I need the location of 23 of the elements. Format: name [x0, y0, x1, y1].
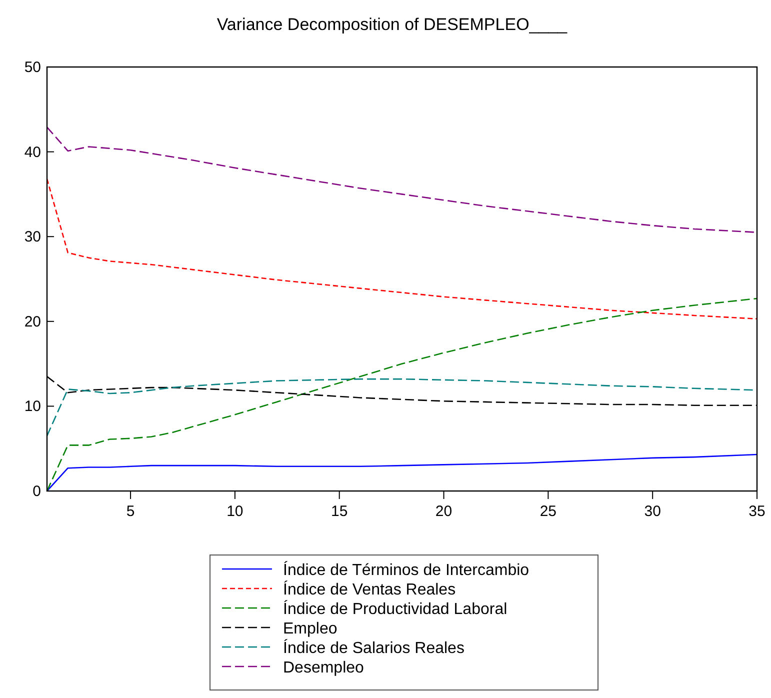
line-series [46, 178, 758, 320]
line-series [46, 298, 758, 492]
legend-label: Desempleo [283, 660, 364, 676]
y-tick-label: 40 [24, 144, 41, 161]
chart-title: Variance Decomposition of DESEMPLEO____ [216, 15, 568, 34]
legend-label: Índice de Salarios Reales [283, 639, 464, 657]
legend-label: Empleo [283, 620, 338, 638]
line-series [46, 454, 758, 492]
y-tick-label: 30 [24, 228, 41, 246]
y-tick-label: 50 [24, 59, 41, 76]
x-tick-label: 25 [540, 503, 557, 520]
legend-label: Índice de Términos de Intercambio [283, 561, 530, 579]
x-tick-label: 30 [644, 503, 661, 520]
x-tick-label: 10 [226, 503, 244, 520]
legend-label: Índice de Ventas Reales [283, 580, 456, 598]
x-tick-label: 5 [126, 503, 135, 520]
y-tick-label: 20 [24, 313, 41, 330]
y-tick-label: 10 [24, 398, 41, 416]
x-tick-label: 15 [331, 503, 348, 520]
legend-label: Índice de Productividad Laboral [283, 600, 508, 618]
x-tick-label: 35 [748, 503, 766, 520]
y-tick-label: 0 [32, 483, 41, 500]
x-tick-label: 20 [435, 503, 452, 520]
